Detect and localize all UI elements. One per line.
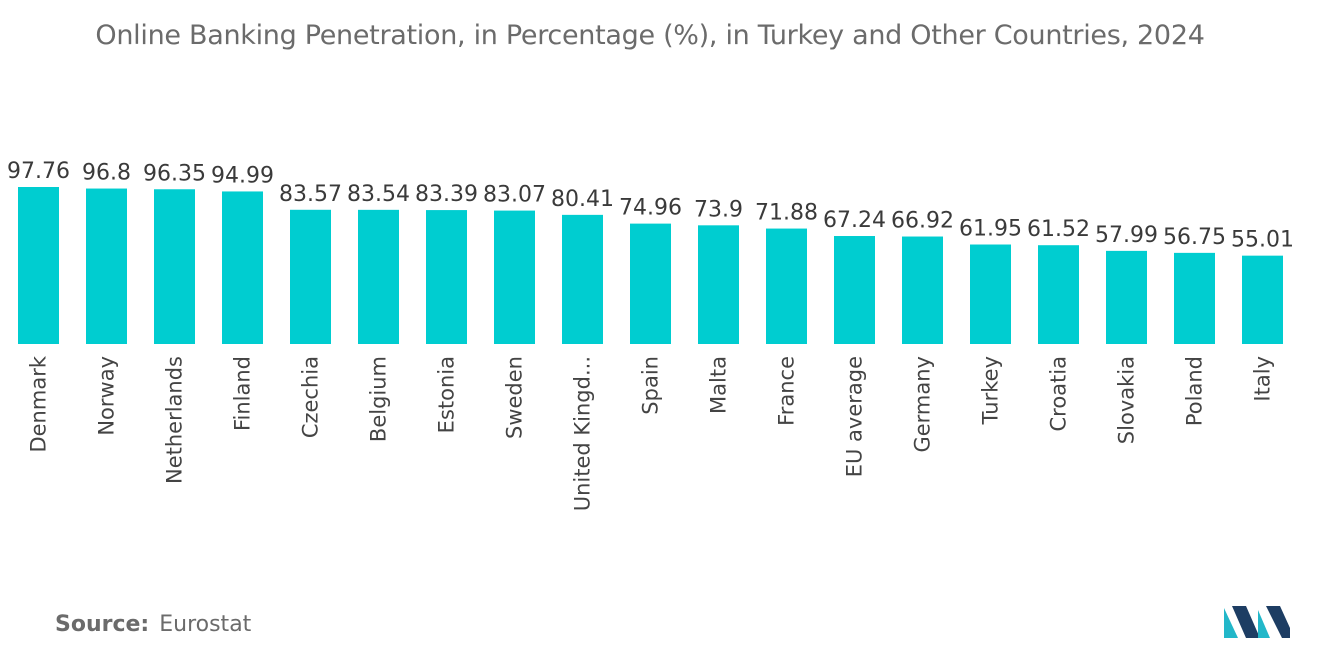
value-label: 96.8 <box>82 161 131 186</box>
value-label: 66.92 <box>891 209 954 234</box>
bar-united-kingd <box>562 214 603 344</box>
value-label: 61.52 <box>1027 217 1090 242</box>
source-note: Source: Eurostat <box>55 612 251 637</box>
bar-spain <box>630 223 671 344</box>
bar-norway <box>86 188 127 344</box>
logo-shape-right-b <box>1266 606 1290 638</box>
category-label: Turkey <box>979 356 1003 425</box>
bar-slovakia <box>1106 250 1147 344</box>
category-label: Malta <box>707 356 731 414</box>
bar-italy <box>1242 255 1283 344</box>
category-label: Belgium <box>367 356 391 442</box>
category-label: France <box>775 356 799 426</box>
value-label: 97.76 <box>7 159 70 184</box>
value-label: 83.39 <box>415 182 478 207</box>
bar-estonia <box>426 210 467 344</box>
value-label: 56.75 <box>1163 225 1226 250</box>
category-label: EU average <box>843 356 867 477</box>
category-label: Estonia <box>435 356 459 433</box>
bar-netherlands <box>154 189 195 344</box>
value-label: 55.01 <box>1231 228 1294 253</box>
category-label: Sweden <box>503 356 527 439</box>
category-label: United Kingd... <box>571 356 595 511</box>
bar-eu-average <box>834 236 875 344</box>
value-label: 73.9 <box>694 197 743 222</box>
logo-shape-right-a <box>1258 610 1270 638</box>
bar-czechia <box>290 209 331 344</box>
category-label: Spain <box>639 356 663 415</box>
value-label: 83.54 <box>347 182 410 207</box>
value-label: 67.24 <box>823 208 886 233</box>
value-label: 94.99 <box>211 163 274 188</box>
value-label: 57.99 <box>1095 223 1158 248</box>
category-label: Finland <box>231 356 255 431</box>
bar-denmark <box>18 187 59 344</box>
category-label: Slovakia <box>1115 356 1139 444</box>
bar-belgium <box>358 209 399 344</box>
category-label: Czechia <box>299 356 323 438</box>
bar-chart: 97.76 Denmark 96.8 Norway 96.35 Netherlands 94… <box>7 159 1294 511</box>
value-label: 74.96 <box>619 196 682 221</box>
category-label: Italy <box>1251 356 1275 402</box>
logo-shape-mid <box>1232 606 1260 638</box>
value-label: 71.88 <box>755 201 818 226</box>
bar-germany <box>902 236 943 344</box>
bar-malta <box>698 225 739 344</box>
logo-shape-left <box>1224 608 1238 638</box>
bar-croatia <box>1038 245 1079 344</box>
value-label: 83.07 <box>483 183 546 208</box>
category-label: Norway <box>95 356 119 436</box>
category-label: Croatia <box>1047 356 1071 432</box>
value-label: 83.57 <box>279 182 342 207</box>
category-label: Netherlands <box>163 356 187 484</box>
category-label: Germany <box>911 356 935 453</box>
bar-france <box>766 228 807 344</box>
bar-finland <box>222 191 263 344</box>
bar-turkey <box>970 244 1011 344</box>
category-label: Poland <box>1183 356 1207 426</box>
value-label: 96.35 <box>143 161 206 186</box>
bar-poland <box>1174 252 1215 344</box>
source-label: Source: <box>55 612 150 637</box>
bar-sweden <box>494 210 535 344</box>
source-value: Eurostat <box>159 612 252 637</box>
category-label: Denmark <box>27 355 51 452</box>
chart-title: Online Banking Penetration, in Percentag… <box>95 20 1205 51</box>
value-label: 80.41 <box>551 187 614 212</box>
brand-logo <box>1224 606 1290 638</box>
value-label: 61.95 <box>959 217 1022 242</box>
